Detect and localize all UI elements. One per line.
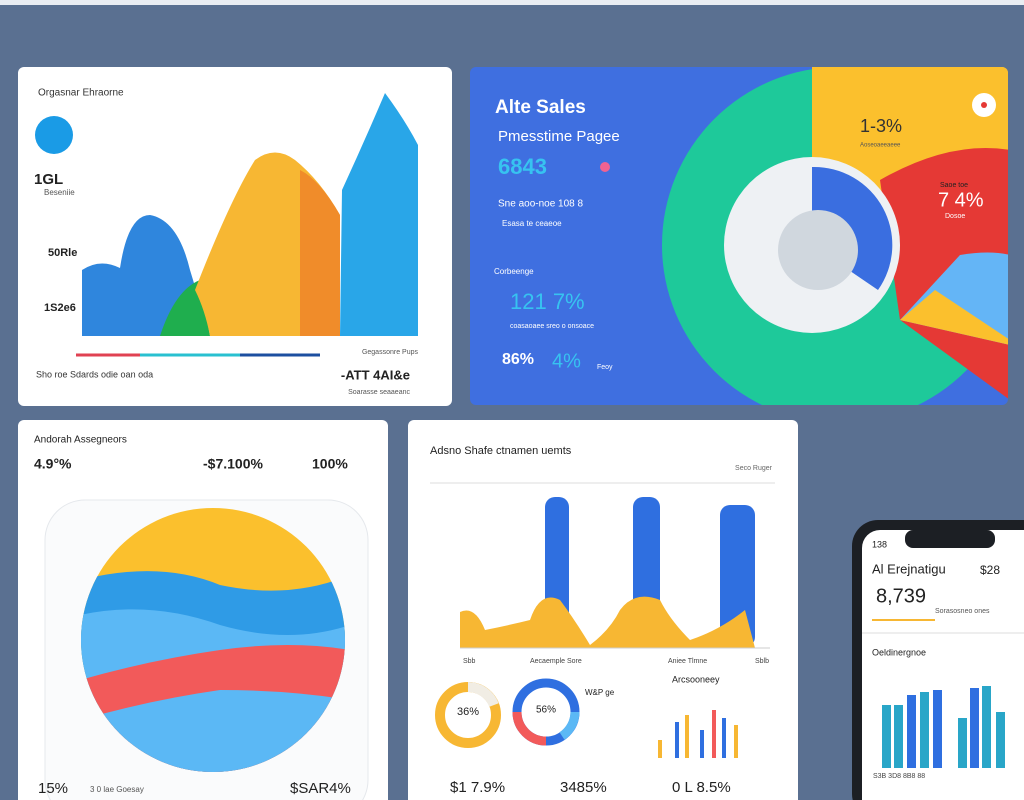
- bar: [958, 718, 967, 768]
- card-title: Orgasnar Ehraorne: [38, 88, 124, 99]
- mini-bars: [658, 710, 738, 758]
- mini-title: Arcsooneey: [672, 674, 720, 684]
- card-bars: Adsno Shafe ctnamen uemts Seco Ruger Sbb…: [408, 420, 798, 800]
- stat: 1GL: [34, 171, 63, 188]
- bar: [720, 505, 755, 647]
- text: Esasa te ceaeoe: [502, 219, 562, 228]
- status-time: 138: [872, 539, 887, 549]
- card-subtitle: Pmesstime Pagee: [498, 128, 620, 145]
- axis-labels: S3B 3D8 8B8 88: [873, 773, 925, 780]
- stat: 100%: [312, 456, 348, 472]
- card-sales: Alte Sales Pmesstime Pagee 6843 Sne aoo-…: [470, 67, 1008, 405]
- bar: [982, 686, 991, 768]
- footer-value: 3485%: [560, 779, 607, 796]
- legend-text: Gegassonre Pups: [362, 349, 419, 356]
- axis-label: 50Rle: [48, 247, 77, 259]
- card-circle: Andorah Assegneors 4.9°% -$7.100% 100% 1…: [18, 420, 388, 800]
- donut-label: 56%: [536, 705, 556, 716]
- bar: [894, 705, 903, 768]
- x-label: Aniee Tlmne: [668, 658, 707, 665]
- x-label: Sbb: [463, 658, 476, 665]
- card-title: Adsno Shafe ctnamen uemts: [430, 445, 572, 457]
- stat-sub: Beseniie: [44, 188, 75, 197]
- area: [300, 170, 340, 336]
- card-title: Alte Sales: [495, 97, 586, 118]
- x-label: Sblb: [755, 658, 769, 665]
- label: Corbeenge: [494, 267, 534, 276]
- phone-note: Sorasosneo ones: [935, 608, 990, 615]
- segment: [812, 166, 893, 290]
- phone-title: Al Erejnatigu: [872, 561, 946, 576]
- bar: [933, 690, 942, 768]
- notch: [905, 530, 995, 548]
- phone-side: $28: [980, 563, 1000, 577]
- text: Aoseoaeeaeee: [860, 143, 901, 149]
- section-title: Oeldinergnoe: [872, 647, 926, 657]
- axis-label: 1S2e6: [44, 302, 76, 314]
- area: [340, 93, 418, 336]
- text: Saoe toe: [940, 182, 968, 189]
- value: 7 4%: [938, 189, 984, 211]
- mini-bar: [712, 710, 716, 758]
- text: Dosoe: [945, 213, 965, 220]
- footer-text: 3 0 lae Goesay: [90, 785, 144, 794]
- donut-label: 36%: [457, 706, 479, 718]
- phone: 138 Al Erejnatigu $28 8,739 Sorasosneo o…: [852, 520, 1024, 800]
- footer-value: $SAR4%: [290, 780, 351, 797]
- stat: 4.9°%: [34, 456, 72, 472]
- mini-bar: [734, 725, 738, 758]
- donut-gap: [467, 682, 499, 708]
- bar: [920, 692, 929, 768]
- donut-center: [778, 210, 858, 290]
- value: 86%: [502, 351, 534, 368]
- mini-bar: [722, 718, 726, 758]
- mini-bar: [658, 740, 662, 758]
- mini-bar: [675, 722, 679, 758]
- x-label: Aecaemple Sore: [530, 658, 582, 665]
- text: Seco Ruger: [735, 465, 773, 472]
- phone-value: 8,739: [876, 585, 926, 607]
- icon: [35, 116, 73, 154]
- text: Sne aoo-noe 108 8: [498, 199, 584, 210]
- segment: [900, 290, 1008, 345]
- footer-value: 15%: [38, 780, 68, 797]
- text: W&P ge: [585, 688, 615, 697]
- footer-value: $1 7.9%: [450, 779, 505, 796]
- area: [460, 596, 755, 648]
- bar: [996, 712, 1005, 768]
- text: coasaoaee sreo o onsoace: [510, 323, 594, 330]
- stat: -$7.100%: [203, 456, 263, 472]
- stripe: [81, 690, 345, 772]
- value: 4%: [552, 350, 581, 372]
- mini-bar: [685, 715, 689, 758]
- footer-value: 0 L 8.5%: [672, 779, 731, 796]
- dot: [600, 162, 610, 172]
- top-strip: [0, 0, 1024, 5]
- big-value: 6843: [498, 154, 547, 179]
- bar: [907, 695, 916, 768]
- donut-part: [512, 711, 547, 746]
- card-title: Andorah Assegneors: [34, 435, 127, 446]
- card: [408, 420, 798, 800]
- toggle-dot: [981, 102, 987, 108]
- donut-part: [559, 711, 580, 740]
- value: 121 7%: [510, 289, 585, 314]
- text: Feoy: [597, 364, 613, 371]
- footer-value: -ATT 4AI&e: [341, 367, 410, 382]
- card-area-chart: Orgasnar Ehraorne 1GL Beseniie 50Rle 1S2…: [18, 67, 452, 406]
- bar: [882, 705, 891, 768]
- bar: [970, 688, 979, 768]
- mini-bar: [700, 730, 704, 758]
- value: 1-3%: [860, 116, 902, 136]
- footer-sub: Soarasse seaaeanc: [348, 389, 410, 396]
- footer-text: Sho roe Sdards odie oan oda: [36, 369, 153, 379]
